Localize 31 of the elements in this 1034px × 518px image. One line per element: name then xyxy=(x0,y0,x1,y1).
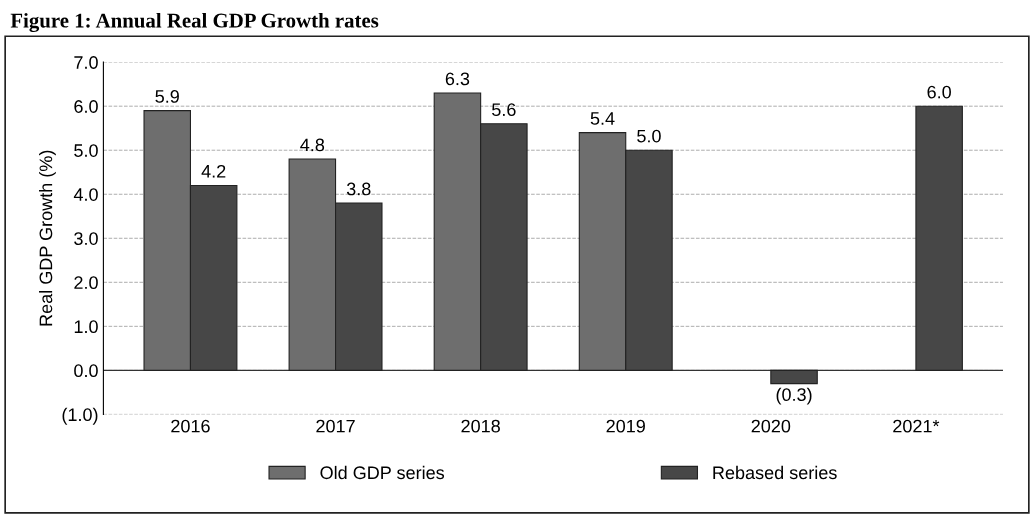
y-tick-label: 0.0 xyxy=(74,364,98,378)
legend-label: Rebased series xyxy=(713,465,837,480)
bar xyxy=(915,105,963,371)
y-tick-label: 1.0 xyxy=(74,320,98,334)
y-tick-label: 5.0 xyxy=(74,144,98,157)
data-label: 5.9 xyxy=(155,90,179,103)
data-label: 6.0 xyxy=(927,85,951,99)
x-tick-label: 2017 xyxy=(316,419,355,433)
y-tick-label: 6.0 xyxy=(74,100,98,113)
data-label: 6.3 xyxy=(445,72,470,86)
data-label: 4.2 xyxy=(201,164,226,178)
x-tick-label: 2019 xyxy=(606,419,645,433)
y-tick-label: (1.0) xyxy=(62,407,98,425)
x-tick-label: 2016 xyxy=(171,419,210,433)
x-tick-label: 2020 xyxy=(751,419,791,433)
x-tick-label: 2021* xyxy=(893,419,940,433)
data-label: 5.4 xyxy=(590,112,615,125)
chart-title: Figure 1: Annual Real GDP Growth rates xyxy=(10,12,379,33)
y-tick-label: 2.0 xyxy=(74,276,98,290)
x-tick-label: 2018 xyxy=(461,419,500,433)
y-tick-label: 4.0 xyxy=(73,188,98,201)
y-tick-label: 7.0 xyxy=(74,56,98,69)
data-label: 3.8 xyxy=(346,182,371,196)
data-label: 5.0 xyxy=(637,129,661,143)
y-tick-label: 3.0 xyxy=(74,232,98,245)
y-axis-title: Real GDP Growth (%) xyxy=(39,150,56,326)
bar xyxy=(770,369,818,385)
data-label: (0.3) xyxy=(776,387,812,405)
data-label: 5.6 xyxy=(492,103,516,117)
data-label: 4.8 xyxy=(300,138,325,152)
legend-label: Old GDP series xyxy=(320,465,445,480)
